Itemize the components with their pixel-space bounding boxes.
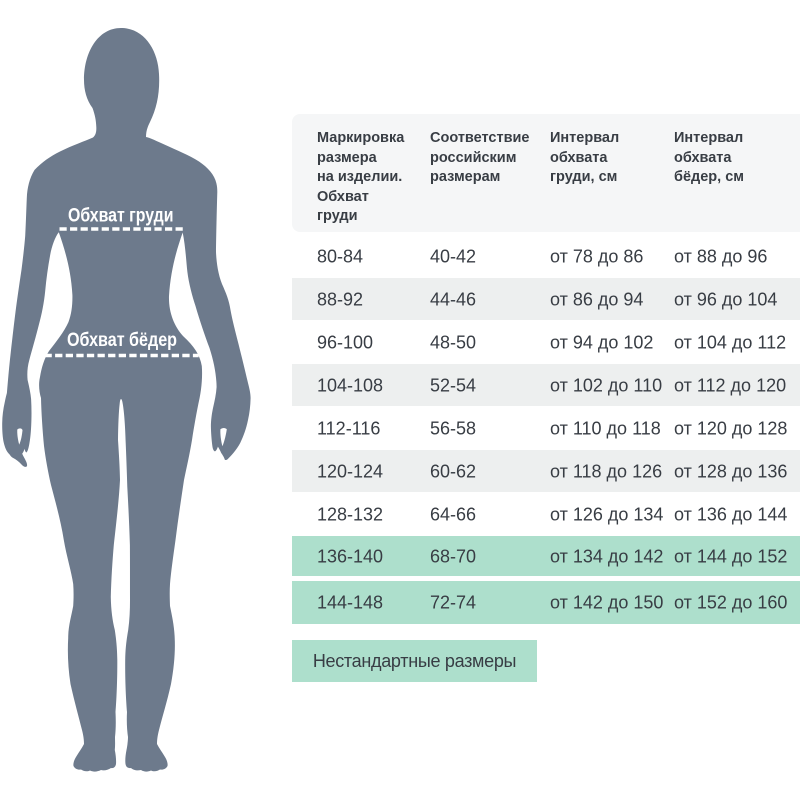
svg-text:Обхват груди: Обхват груди: [68, 206, 174, 227]
svg-text:Обхват бёдер: Обхват бёдер: [67, 330, 177, 351]
